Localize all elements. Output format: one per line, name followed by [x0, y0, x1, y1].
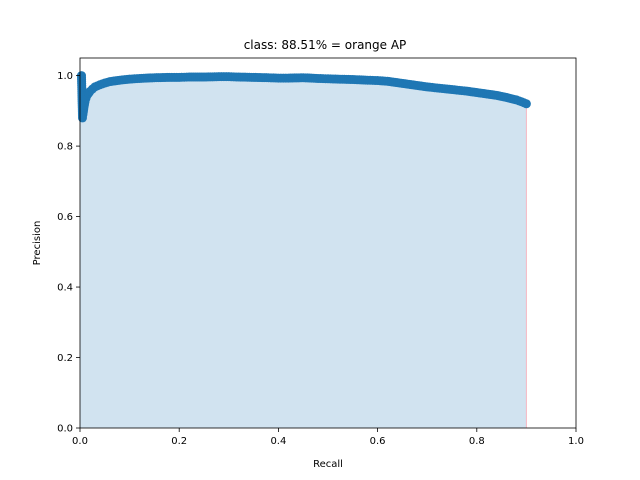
data-points [76, 71, 531, 123]
x-tick-label: 0.2 [171, 436, 187, 447]
y-axis-ticks: 0.0 0.2 0.4 0.6 0.8 1.0 [57, 71, 80, 435]
x-tick-label: 0.0 [72, 436, 88, 447]
x-tick-label: 0.8 [469, 436, 485, 447]
area-fill [80, 75, 527, 428]
data-point [521, 99, 531, 109]
x-tick-label: 1.0 [568, 436, 584, 447]
y-tick-label: 1.0 [57, 71, 73, 82]
chart-title: class: 88.51% = orange AP [244, 38, 407, 52]
x-tick-label: 0.4 [270, 436, 286, 447]
x-axis-label: Recall [313, 459, 343, 470]
y-axis-label: Precision [32, 221, 43, 266]
y-tick-label: 0.0 [57, 424, 73, 435]
x-tick-label: 0.6 [370, 436, 386, 447]
y-tick-label: 0.4 [57, 283, 73, 294]
plot-frame [79, 57, 577, 429]
y-tick-label: 0.8 [57, 142, 73, 153]
y-tick-label: 0.6 [57, 212, 73, 223]
y-tick-label: 0.2 [57, 353, 73, 364]
x-axis-ticks: 0.0 0.2 0.4 0.6 0.8 1.0 [72, 428, 584, 447]
